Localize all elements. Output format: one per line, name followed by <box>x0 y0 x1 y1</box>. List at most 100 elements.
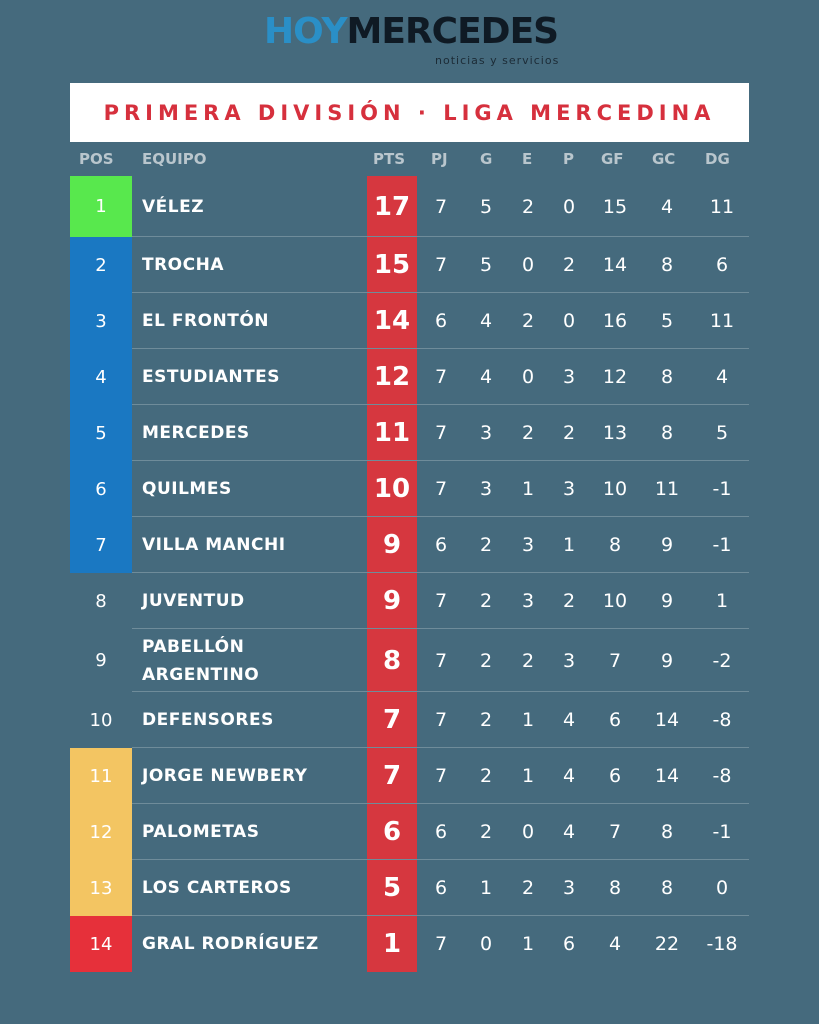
col-e: E <box>522 150 533 168</box>
row-divider <box>132 747 749 748</box>
row-divider <box>132 292 749 293</box>
position-cell: 3 <box>70 293 132 349</box>
gf-cell: 10 <box>602 478 628 500</box>
position-cell: 11 <box>70 748 132 804</box>
team-name: PALOMETAS <box>142 822 260 842</box>
brand-mercedes: MERCEDES <box>346 11 560 52</box>
points-cell: 17 <box>373 191 411 222</box>
table-row: 2 TROCHA 15 7 5 0 2 14 8 6 <box>70 237 749 293</box>
col-pts: PTS <box>373 150 406 168</box>
row-divider <box>132 460 749 461</box>
p-cell: 6 <box>562 933 576 955</box>
table-row: 7 VILLA MANCHI 9 6 2 3 1 8 9 -1 <box>70 517 749 573</box>
g-cell: 3 <box>479 422 493 444</box>
team-name: VILLA MANCHI <box>142 535 286 555</box>
team-name: LOS CARTEROS <box>142 878 292 898</box>
position-cell: 6 <box>70 461 132 517</box>
brand-tagline: noticias y servicios <box>435 54 560 67</box>
dg-cell: 6 <box>715 254 729 276</box>
row-divider <box>132 915 749 916</box>
gc-cell: 8 <box>660 366 674 388</box>
points-cell: 9 <box>382 530 402 560</box>
g-cell: 1 <box>479 877 493 899</box>
points-cell: 7 <box>382 705 402 735</box>
pj-cell: 6 <box>434 534 448 556</box>
p-cell: 2 <box>562 422 576 444</box>
gf-cell: 15 <box>602 195 628 218</box>
p-cell: 0 <box>562 310 576 332</box>
dg-cell: 0 <box>715 877 729 899</box>
points-cell: 9 <box>382 586 402 616</box>
pj-cell: 7 <box>434 195 448 218</box>
points-cell: 12 <box>373 362 411 392</box>
pj-cell: 7 <box>434 366 448 388</box>
brand-hoy: HOY <box>264 11 348 52</box>
pj-cell: 7 <box>434 709 448 731</box>
table-row: 6 QUILMES 10 7 3 1 3 10 11 -1 <box>70 461 749 517</box>
row-divider <box>132 859 749 860</box>
col-gf: GF <box>601 150 624 168</box>
points-cell: 8 <box>382 645 402 676</box>
team-name: DEFENSORES <box>142 710 274 730</box>
team-name: VÉLEZ <box>142 196 205 217</box>
col-p: P <box>563 150 574 168</box>
table-title: PRIMERA DIVISIÓN · LIGA MERCEDINA <box>70 83 749 142</box>
gc-cell: 8 <box>660 254 674 276</box>
team-name: QUILMES <box>142 479 232 499</box>
gf-cell: 4 <box>608 933 622 955</box>
e-cell: 1 <box>521 933 535 955</box>
gc-cell: 14 <box>654 765 680 787</box>
gc-cell: 9 <box>660 590 674 612</box>
points-column-background <box>367 176 417 972</box>
gc-cell: 14 <box>654 709 680 731</box>
dg-cell: 11 <box>709 195 735 218</box>
dg-cell: -18 <box>706 933 738 955</box>
team-name: ESTUDIANTES <box>142 367 281 387</box>
gc-cell: 8 <box>660 422 674 444</box>
position-cell: 8 <box>95 590 107 612</box>
pj-cell: 6 <box>434 821 448 843</box>
e-cell: 2 <box>521 422 535 444</box>
position-cell: 10 <box>89 709 113 731</box>
dg-cell: -1 <box>712 534 732 556</box>
pj-cell: 7 <box>434 649 448 672</box>
col-team: EQUIPO <box>142 150 207 168</box>
points-cell: 7 <box>382 761 402 791</box>
e-cell: 2 <box>521 195 535 218</box>
gf-cell: 6 <box>608 709 622 731</box>
team-name: MERCEDES <box>142 423 250 443</box>
e-cell: 2 <box>521 310 535 332</box>
g-cell: 2 <box>479 534 493 556</box>
pj-cell: 7 <box>434 765 448 787</box>
g-cell: 5 <box>479 195 493 218</box>
col-pj: PJ <box>431 150 448 168</box>
gf-cell: 10 <box>602 590 628 612</box>
pj-cell: 6 <box>434 877 448 899</box>
gf-cell: 6 <box>608 765 622 787</box>
e-cell: 2 <box>521 877 535 899</box>
points-cell: 15 <box>373 250 411 280</box>
position-cell: 14 <box>70 916 132 972</box>
gf-cell: 16 <box>602 310 628 332</box>
e-cell: 0 <box>521 366 535 388</box>
table-row: 9 PABELLÓN ARGENTINO 8 7 2 2 3 7 9 -2 <box>70 629 749 692</box>
dg-cell: 5 <box>715 422 729 444</box>
team-name: JUVENTUD <box>142 591 245 611</box>
g-cell: 0 <box>479 933 493 955</box>
points-cell: 5 <box>382 873 402 903</box>
e-cell: 1 <box>521 765 535 787</box>
gc-cell: 22 <box>654 933 680 955</box>
points-cell: 14 <box>373 306 411 336</box>
p-cell: 4 <box>562 709 576 731</box>
pj-cell: 7 <box>434 590 448 612</box>
table-row: 10 DEFENSORES 7 7 2 1 4 6 14 -8 <box>70 692 749 748</box>
gf-cell: 7 <box>608 649 622 672</box>
row-divider <box>132 236 749 237</box>
pj-cell: 7 <box>434 254 448 276</box>
p-cell: 3 <box>562 478 576 500</box>
p-cell: 1 <box>562 534 576 556</box>
gc-cell: 4 <box>660 195 674 218</box>
table-row: 1 VÉLEZ 17 7 5 2 0 15 4 11 <box>70 176 749 237</box>
e-cell: 1 <box>521 709 535 731</box>
col-g: G <box>480 150 493 168</box>
